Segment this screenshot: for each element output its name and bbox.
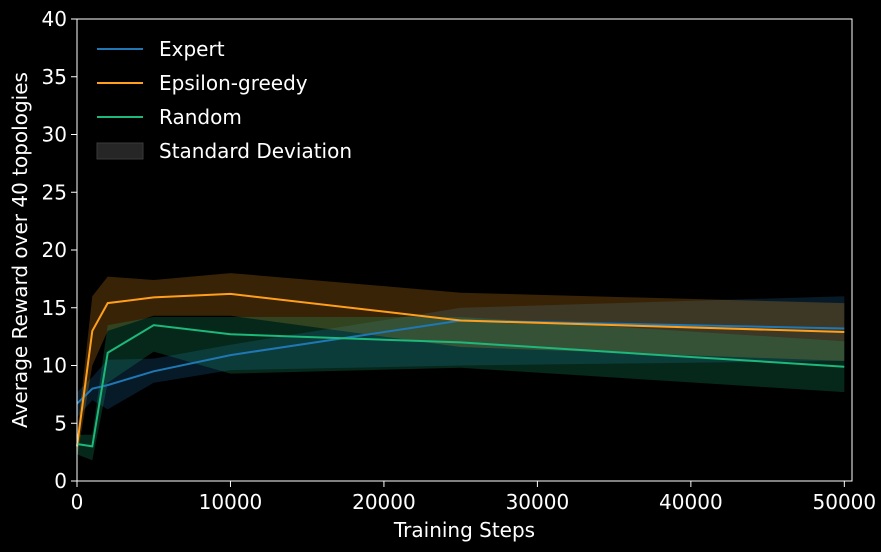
x-tick-label: 30000 <box>506 490 570 514</box>
legend-std-label: Standard Deviation <box>159 139 352 163</box>
y-tick-label: 40 <box>42 7 67 31</box>
x-tick-label: 50000 <box>813 490 877 514</box>
y-tick-label: 0 <box>54 469 67 493</box>
y-tick-label: 5 <box>54 411 67 435</box>
random-line <box>76 324 845 448</box>
epsilon-greedy-std-band <box>77 273 845 458</box>
y-tick-label: 10 <box>42 354 67 378</box>
x-axis-ticks: 0 10000 20000 30000 40000 50000 <box>71 481 877 514</box>
legend-expert-label: Expert <box>159 37 225 61</box>
x-tick-label: 40000 <box>659 490 723 514</box>
y-tick-label: 30 <box>42 123 67 147</box>
epsilon-greedy-line <box>76 292 845 447</box>
y-axis-label: Average Reward over 40 topologies <box>8 72 32 428</box>
y-tick-label: 15 <box>42 296 67 320</box>
legend: Expert Epsilon-greedy Random Standard Devia… <box>96 37 352 163</box>
legend-random-label: Random <box>159 105 242 129</box>
x-tick-label: 20000 <box>352 490 416 514</box>
y-tick-label: 35 <box>42 65 67 89</box>
legend-epsilon-greedy-label: Epsilon-greedy <box>159 71 308 95</box>
y-tick-label: 20 <box>42 238 67 262</box>
legend-std-swatch <box>96 142 144 160</box>
x-tick-label: 0 <box>71 490 84 514</box>
x-tick-label: 10000 <box>199 490 263 514</box>
y-tick-label: 25 <box>42 180 67 204</box>
series-lines <box>76 292 845 448</box>
x-axis-label: Training Steps <box>393 518 535 542</box>
random-std-band <box>77 317 845 461</box>
y-axis-ticks: 0 5 10 15 20 25 30 35 40 <box>42 7 77 493</box>
